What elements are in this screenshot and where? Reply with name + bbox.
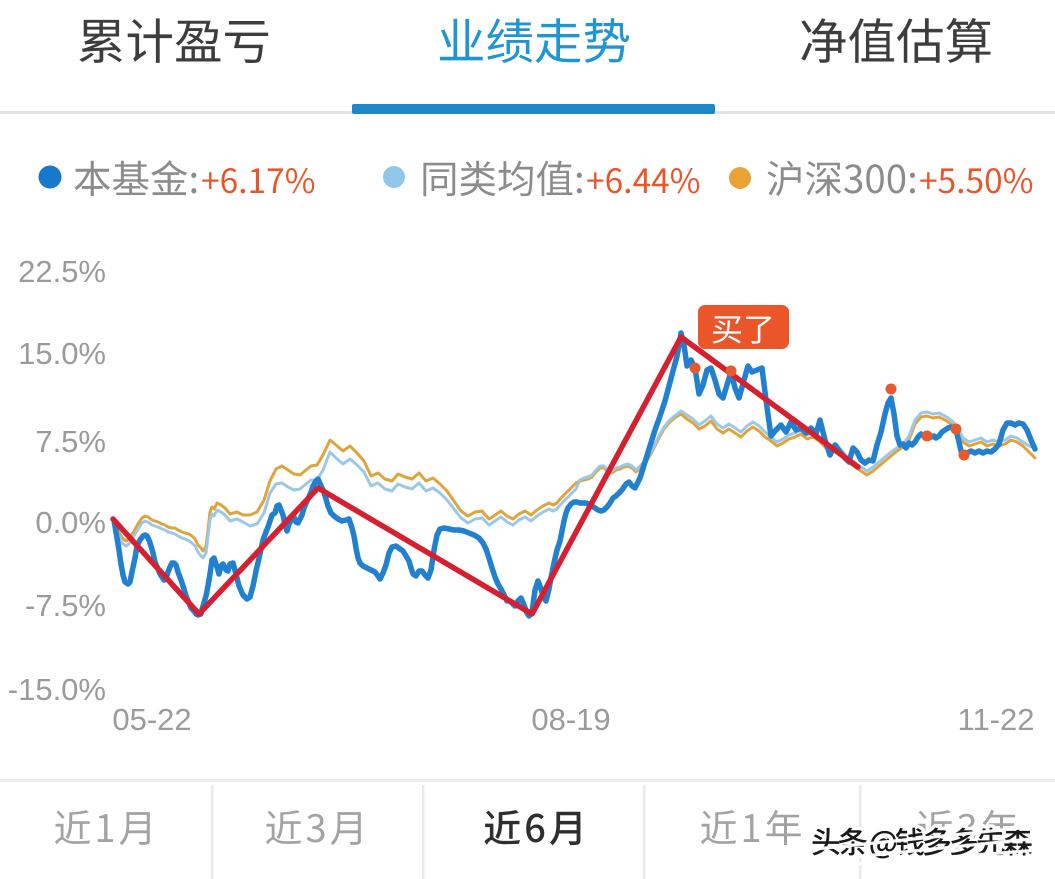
svg-text:08-19: 08-19 (531, 702, 610, 737)
svg-text:7.5%: 7.5% (35, 424, 106, 459)
svg-text:15.0%: 15.0% (18, 336, 106, 371)
svg-text:-7.5%: -7.5% (25, 588, 106, 623)
svg-text:05-22: 05-22 (112, 702, 191, 737)
svg-text:22.5%: 22.5% (18, 254, 106, 289)
svg-text:11-22: 11-22 (958, 702, 1035, 737)
svg-text:0.0%: 0.0% (35, 505, 106, 540)
svg-text:-15.0%: -15.0% (8, 672, 106, 707)
